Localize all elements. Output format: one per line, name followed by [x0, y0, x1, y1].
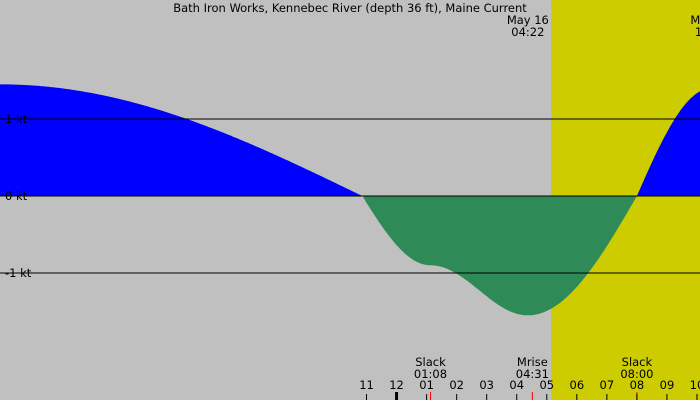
peak-time: 10:29 — [695, 25, 700, 39]
hour-label: 11 — [359, 378, 374, 392]
event-time: 08:00 — [620, 367, 653, 381]
y-tick-label: 1 kt — [5, 112, 28, 126]
peak-date: May 16 — [507, 13, 549, 27]
flood-area — [0, 84, 364, 196]
chart-title: Bath Iron Works, Kennebec River (depth 3… — [173, 1, 527, 15]
hour-label: 06 — [570, 378, 585, 392]
hour-label: 04 — [509, 378, 524, 392]
hour-label: 12 — [389, 378, 404, 392]
hour-label: 01 — [419, 378, 434, 392]
event-name: Mrise — [517, 355, 548, 369]
event-time: 04:31 — [516, 367, 549, 381]
hour-label: 07 — [600, 378, 615, 392]
peak-time: 04:22 — [511, 25, 544, 39]
y-tick-label: -1 kt — [5, 266, 32, 280]
peak-label: May 1610:29 — [690, 13, 700, 39]
peak-date: May 16 — [690, 13, 700, 27]
hour-label: 09 — [660, 378, 675, 392]
hour-label: 02 — [449, 378, 464, 392]
hour-label: 03 — [479, 378, 494, 392]
flood-area — [636, 91, 700, 196]
hour-label: 10 — [690, 378, 700, 392]
hour-label: 05 — [539, 378, 554, 392]
ebb-area — [363, 196, 637, 316]
y-tick-label: 0 kt — [5, 189, 28, 203]
event-time: 01:08 — [414, 367, 447, 381]
hour-label: 08 — [630, 378, 645, 392]
event-name: Slack — [415, 355, 446, 369]
event-name: Slack — [622, 355, 653, 369]
midnight-marker — [395, 392, 399, 400]
